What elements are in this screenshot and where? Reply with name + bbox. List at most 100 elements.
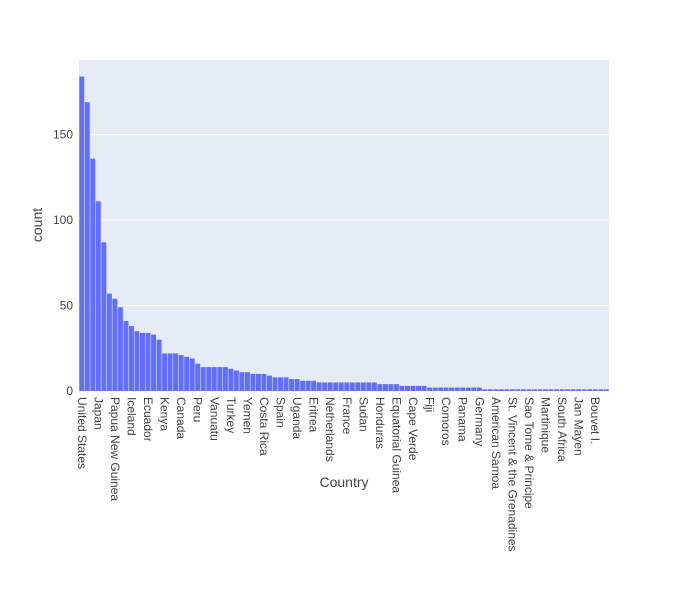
x-tick-label: South Africa	[555, 397, 569, 462]
x-tick-label: Costa Rica	[257, 397, 271, 456]
x-axis-title: Country	[319, 474, 368, 490]
bar	[217, 367, 223, 391]
bar	[255, 373, 261, 391]
x-tick-label: Kenya	[158, 397, 172, 431]
bar	[559, 389, 565, 391]
bar	[587, 389, 593, 391]
bar	[349, 382, 355, 391]
x-tick-label: United States	[75, 397, 89, 469]
bar	[432, 387, 438, 391]
bar	[206, 367, 212, 391]
bar	[278, 377, 283, 391]
bar	[151, 334, 157, 391]
x-tick-label: Spain	[274, 397, 288, 428]
bar	[565, 389, 571, 391]
bar	[222, 367, 228, 391]
bar	[294, 379, 300, 391]
bar	[228, 368, 234, 391]
bar	[250, 373, 256, 391]
x-tick-label: Bouvet I.	[588, 397, 602, 444]
bar	[90, 158, 96, 391]
bar	[520, 389, 526, 391]
x-tick-label: Sudan	[356, 397, 370, 432]
x-tick-label: Japan	[91, 397, 105, 430]
bar	[537, 389, 543, 391]
x-tick-label: Sao Tome & Principe	[522, 397, 536, 509]
bar	[476, 387, 482, 391]
bar	[123, 320, 129, 391]
bar	[493, 389, 499, 391]
bar	[449, 387, 455, 391]
y-tick-label: 150	[53, 128, 73, 142]
x-tick-label: Canada	[174, 397, 188, 439]
bar	[592, 389, 598, 391]
bar	[95, 201, 101, 391]
bar	[443, 387, 449, 391]
bar	[581, 389, 587, 391]
x-tick-label: Yemen	[240, 397, 254, 434]
x-tick-label: Vanuatu	[207, 397, 221, 441]
bar	[338, 382, 344, 391]
bar	[399, 385, 405, 391]
x-tick-label: Turkey	[224, 397, 238, 433]
bar	[327, 382, 333, 391]
bar	[482, 389, 488, 391]
bar	[173, 353, 179, 391]
bar	[366, 382, 372, 391]
x-tick-label: Germany	[472, 397, 486, 446]
bar	[184, 356, 190, 391]
bar	[305, 380, 311, 391]
bar	[333, 382, 339, 391]
x-tick-label: Honduras	[373, 397, 387, 449]
x-tick-label: Jan Mayen	[572, 397, 586, 456]
bar	[498, 389, 504, 391]
bar	[316, 382, 322, 391]
bar	[576, 389, 582, 391]
bar	[460, 387, 466, 391]
bar	[454, 387, 460, 391]
x-tick-label: Eritrea	[307, 397, 321, 433]
bar	[603, 389, 609, 391]
bar	[531, 389, 537, 391]
bar	[471, 387, 477, 391]
bar	[140, 332, 145, 391]
bar	[112, 298, 118, 391]
bar	[465, 387, 471, 391]
bar	[416, 385, 422, 391]
bar	[548, 389, 554, 391]
bar	[300, 380, 306, 391]
y-tick-label: 50	[60, 299, 74, 313]
bar	[322, 382, 328, 391]
bar	[117, 307, 123, 391]
bar	[421, 385, 427, 391]
bar	[371, 382, 377, 391]
bar	[427, 387, 433, 391]
bar	[393, 384, 399, 391]
bar	[554, 389, 560, 391]
bar	[355, 382, 361, 391]
bar	[156, 339, 162, 391]
y-axis-title: count	[29, 208, 45, 242]
bar	[128, 326, 134, 391]
x-tick-label: Comoros	[439, 397, 453, 446]
bar	[178, 355, 184, 391]
bar	[487, 389, 493, 391]
x-tick-label: Cape Verde	[406, 397, 420, 461]
bar	[504, 389, 510, 391]
bar	[233, 370, 239, 391]
bar	[283, 377, 289, 391]
bar	[377, 384, 383, 391]
bar	[509, 389, 515, 391]
bar	[570, 389, 576, 391]
bar	[106, 293, 112, 391]
x-tick-label: St. Vincent & the Grenadines	[505, 397, 519, 552]
bar	[438, 387, 444, 391]
bar	[289, 379, 295, 391]
x-tick-label: Papua New Guinea	[108, 397, 122, 501]
bar	[239, 372, 245, 391]
bar	[189, 358, 195, 391]
bar	[382, 384, 388, 391]
bar	[405, 385, 410, 391]
bar	[134, 331, 140, 391]
bar	[101, 242, 107, 391]
